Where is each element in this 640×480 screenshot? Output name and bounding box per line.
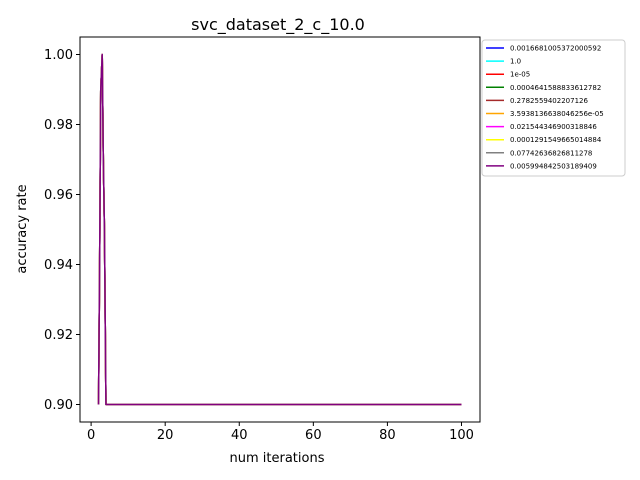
x-tick-label: 100 (449, 428, 474, 443)
series-line-10 (97, 53, 462, 406)
x-tick-label: 20 (157, 428, 174, 443)
plot-area (97, 53, 462, 406)
y-tick-label: 0.98 (44, 118, 73, 133)
y-tick-label: 0.96 (44, 188, 73, 203)
y-tick-label: 0.94 (44, 258, 73, 273)
legend-label-9: 0.07742636826811278 (510, 149, 592, 157)
legend: 0.0016681005372000592 1.0 1e-05 0.000464158… (481, 39, 626, 177)
x-tick-label: 40 (231, 428, 248, 443)
legend-label-1: 0.0016681005372000592 (510, 45, 601, 53)
legend-label-7: 0.021544346900318846 (510, 123, 597, 131)
plot-frame (79, 36, 481, 423)
legend-label-5: 0.2782559402207126 (510, 97, 588, 105)
y-tick-label: 0.90 (44, 398, 73, 413)
y-tick-label: 0.92 (44, 328, 73, 343)
y-tick-label: 1.00 (44, 48, 73, 63)
x-axis-label: num iterations (230, 451, 325, 466)
legend-label-2: 1.0 (510, 58, 521, 66)
y-axis-label: accuracy rate (15, 184, 30, 273)
x-tick-label: 80 (379, 428, 396, 443)
y-axis: 0.90 0.92 0.94 0.96 0.98 1.00 (44, 48, 80, 413)
x-tick-label: 60 (305, 428, 322, 443)
x-tick-label: 0 (87, 428, 95, 443)
legend-box (481, 39, 626, 177)
chart-title: svc_dataset_2_c_10.0 (191, 15, 365, 35)
legend-label-10: 0.005994842503189409 (510, 162, 597, 170)
legend-label-4: 0.0004641588833612782 (510, 84, 601, 92)
x-axis: 0 20 40 60 80 100 (87, 422, 474, 443)
legend-label-3: 1e-05 (510, 71, 530, 79)
legend-label-6: 3.5938136638046256e-05 (510, 110, 604, 118)
legend-label-8: 0.0001291549665014884 (510, 136, 602, 144)
